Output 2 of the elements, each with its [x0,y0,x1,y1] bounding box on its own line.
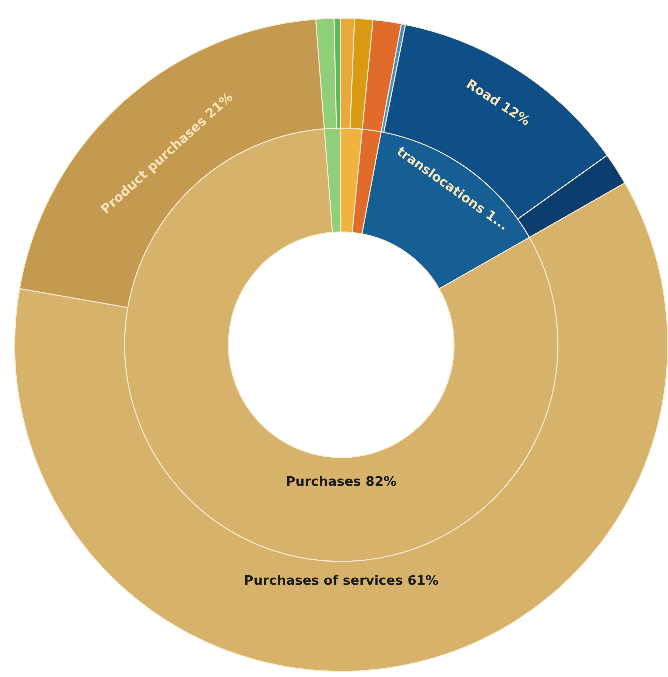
data-label: Purchases 82% [286,474,397,490]
category-label: Purchases of services 61% [244,574,439,590]
